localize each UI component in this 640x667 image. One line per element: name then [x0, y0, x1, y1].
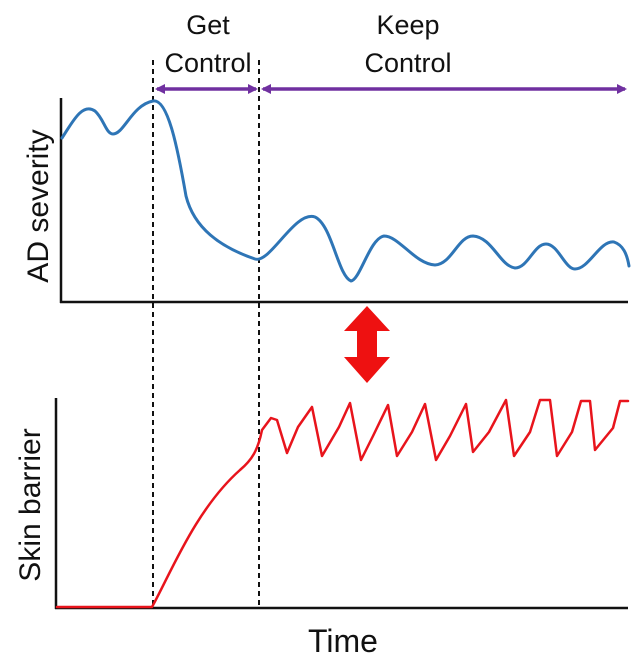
barrier-panel	[54, 398, 630, 610]
get-control-label-line1: Get	[186, 10, 230, 40]
get-control-label-line2: Control	[164, 48, 251, 78]
severity-panel	[59, 98, 631, 304]
skin-barrier-curve	[55, 398, 630, 609]
keep-control-label-line1: Keep	[376, 10, 439, 40]
keep-control-label-line2: Control	[364, 48, 451, 78]
vertical-double-arrow-icon	[344, 306, 390, 383]
severity-y-label: AD severity	[22, 129, 55, 282]
barrier-y-label: Skin barrier	[14, 428, 47, 581]
ad-severity-curve	[60, 99, 631, 283]
time-x-label: Time	[308, 623, 378, 659]
